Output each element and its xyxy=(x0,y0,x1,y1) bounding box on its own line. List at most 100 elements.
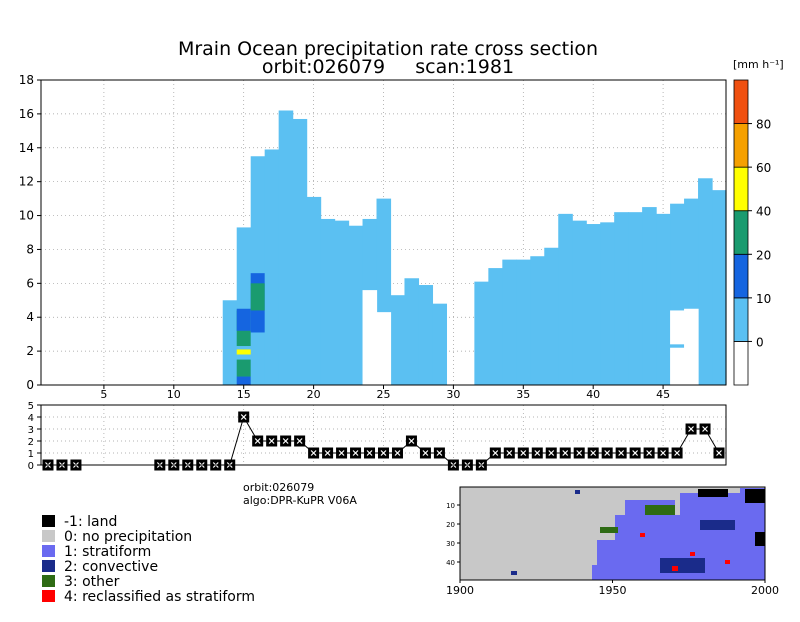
empty-cell xyxy=(362,290,378,385)
chart-title: Mrain Ocean precipitation rate cross sec… xyxy=(178,38,598,60)
precip-column xyxy=(390,295,406,385)
intense-cell xyxy=(236,376,251,385)
map-x-tick-label: 2000 xyxy=(751,584,779,597)
map-rain-region xyxy=(745,489,765,503)
x-tick-label: 10 xyxy=(167,388,181,401)
strip-point-cross xyxy=(492,450,499,456)
colorbar-tick-label: 0 xyxy=(756,335,764,349)
x-tick-label: 5 xyxy=(100,388,107,401)
intense-cell xyxy=(250,283,265,311)
map-rain-region xyxy=(690,552,695,556)
main-x-ticks: 5 10 15 20 25 30 35 40 45 xyxy=(100,385,670,401)
y-tick-label: 16 xyxy=(19,107,34,121)
intense-cell xyxy=(236,308,251,331)
precip-column xyxy=(586,224,601,385)
map-rain-region xyxy=(592,565,642,580)
colorbar-bin xyxy=(733,166,749,212)
x-tick-label: 20 xyxy=(307,388,321,401)
colorbar-bin xyxy=(733,210,749,255)
colorbar-bin xyxy=(733,341,749,386)
precip-column xyxy=(334,220,350,385)
y-tick-label: 18 xyxy=(19,73,34,87)
intense-cell xyxy=(236,349,251,355)
strip-frame xyxy=(40,404,727,466)
strip-y-tick-label: 4 xyxy=(28,413,34,424)
x-tick-label: 40 xyxy=(586,388,600,401)
strip-point-cross xyxy=(604,450,611,456)
colorbar-tick-label: 40 xyxy=(756,205,771,219)
colorbar-unit-label: [mm h⁻¹] xyxy=(733,58,784,71)
legend-label: 3: other xyxy=(64,574,120,590)
map-rain-region xyxy=(700,520,735,530)
strip-point-cross xyxy=(338,450,345,456)
map-rain-region xyxy=(640,533,645,537)
legend-label: 4: reclassified as stratiform xyxy=(64,589,255,605)
map-y-tick-label: 30 xyxy=(446,540,455,548)
strip-point-cross xyxy=(268,438,275,444)
strip-point-cross xyxy=(674,450,680,456)
colorbar-bin xyxy=(733,297,749,342)
strip-point-cross xyxy=(520,450,527,456)
precip-column xyxy=(530,256,545,385)
map-rain-region xyxy=(698,489,728,497)
map-rain-cells xyxy=(511,488,765,580)
precip-column xyxy=(642,207,657,385)
precip-column xyxy=(516,259,531,385)
precip-columns xyxy=(222,110,727,385)
map-rain-region xyxy=(575,490,580,494)
x-tick-label: 45 xyxy=(656,388,670,401)
x-tick-label: 25 xyxy=(377,388,391,401)
orbit-label: orbit:026079 xyxy=(243,481,314,494)
precip-column xyxy=(320,218,336,385)
colorbar-bin xyxy=(733,253,749,299)
strip-point-cross xyxy=(310,450,317,456)
y-tick-label: 2 xyxy=(26,344,34,358)
empty-cells xyxy=(362,290,699,385)
empty-cell xyxy=(684,308,699,385)
y-tick-label: 6 xyxy=(26,276,34,290)
precip-column xyxy=(614,212,629,385)
strip-point-cross xyxy=(716,450,722,456)
strip-point-cross xyxy=(590,450,597,456)
precip-column xyxy=(278,110,294,385)
colorbar-tick-label: 80 xyxy=(756,118,771,132)
strip-y-tick-label: 3 xyxy=(28,425,34,436)
legend-label: 1: stratiform xyxy=(64,544,151,560)
precip-column xyxy=(418,285,434,385)
strip-point-cross xyxy=(436,450,443,456)
empty-cell xyxy=(670,347,685,385)
precip-column xyxy=(432,303,448,385)
strip-point-cross xyxy=(618,450,625,456)
precip-column xyxy=(572,220,587,385)
legend-swatch xyxy=(42,590,55,602)
colorbar-tick-label: 20 xyxy=(756,248,771,262)
y-tick-label: 0 xyxy=(26,378,34,392)
map-ticks: 1900 1950 2000 10 20 30 40 xyxy=(446,502,779,597)
map-y-tick-label: 20 xyxy=(446,521,455,529)
colorbar-tick-label: 60 xyxy=(756,161,771,175)
precip-column xyxy=(292,118,308,385)
strip-point-cross xyxy=(576,450,583,456)
strip-point-cross xyxy=(352,450,359,456)
precip-column xyxy=(628,212,643,385)
precip-column xyxy=(264,149,280,385)
strip-y-tick-label: 2 xyxy=(28,437,34,448)
strip-point-cross xyxy=(366,450,373,456)
precip-column xyxy=(250,156,266,385)
y-tick-label: 8 xyxy=(26,242,34,256)
colorbar: 0 10 20 40 60 80 xyxy=(733,79,771,386)
strip-point-cross xyxy=(254,438,261,444)
map-rain-region xyxy=(511,571,517,575)
strip-point-cross xyxy=(408,438,415,444)
strip-point-cross xyxy=(506,450,513,456)
x-tick-label: 35 xyxy=(516,388,530,401)
legend-swatch xyxy=(42,545,55,557)
strip-point-cross xyxy=(394,450,401,456)
main-y-ticks: 0 2 4 6 8 10 12 14 16 18 xyxy=(19,73,41,392)
strip-point-cross xyxy=(632,450,639,456)
strip-point-cross xyxy=(240,414,247,420)
